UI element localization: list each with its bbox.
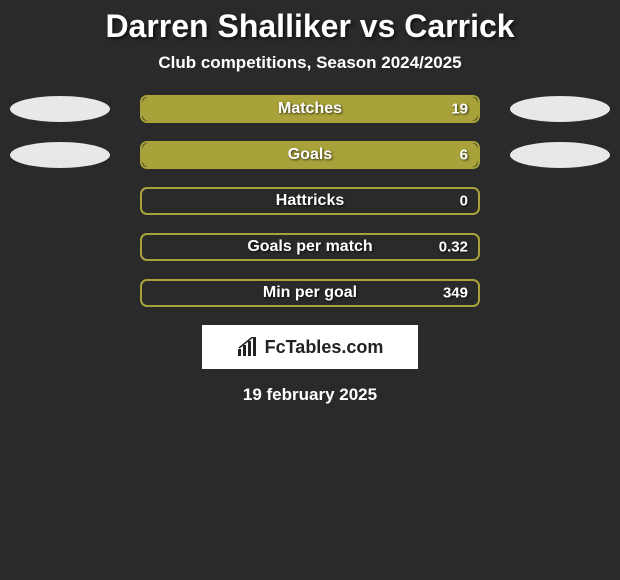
logo-text: FcTables.com [265, 337, 384, 358]
stat-bar: Matches 19 [140, 95, 480, 123]
date-label: 19 february 2025 [0, 385, 620, 405]
right-oval [510, 142, 610, 168]
stat-row: Min per goal 349 [0, 279, 620, 307]
chart-icon [237, 337, 259, 357]
stat-row: Goals per match 0.32 [0, 233, 620, 261]
fctables-logo[interactable]: FcTables.com [202, 325, 418, 369]
subtitle: Club competitions, Season 2024/2025 [0, 53, 620, 73]
stat-value: 19 [451, 101, 468, 118]
page-title: Darren Shalliker vs Carrick [0, 8, 620, 45]
stat-label: Matches [278, 100, 342, 118]
stat-bar: Hattricks 0 [140, 187, 480, 215]
stat-value: 0 [460, 193, 468, 210]
stat-row: Goals 6 [0, 141, 620, 169]
stat-label: Hattricks [276, 192, 344, 210]
stat-label: Min per goal [263, 284, 357, 302]
stat-row: Matches 19 [0, 95, 620, 123]
left-oval [10, 96, 110, 122]
stat-value: 349 [443, 285, 468, 302]
stat-value: 6 [460, 147, 468, 164]
stat-value: 0.32 [439, 239, 468, 256]
stat-bar: Goals per match 0.32 [140, 233, 480, 261]
stat-label: Goals [288, 146, 332, 164]
right-oval [510, 96, 610, 122]
stat-row: Hattricks 0 [0, 187, 620, 215]
stat-bar: Min per goal 349 [140, 279, 480, 307]
comparison-card: Darren Shalliker vs Carrick Club competi… [0, 0, 620, 405]
stat-label: Goals per match [247, 238, 372, 256]
left-oval [10, 142, 110, 168]
stat-bar: Goals 6 [140, 141, 480, 169]
stats-list: Matches 19 Goals 6 Hattricks 0 Goals per match… [0, 95, 620, 307]
